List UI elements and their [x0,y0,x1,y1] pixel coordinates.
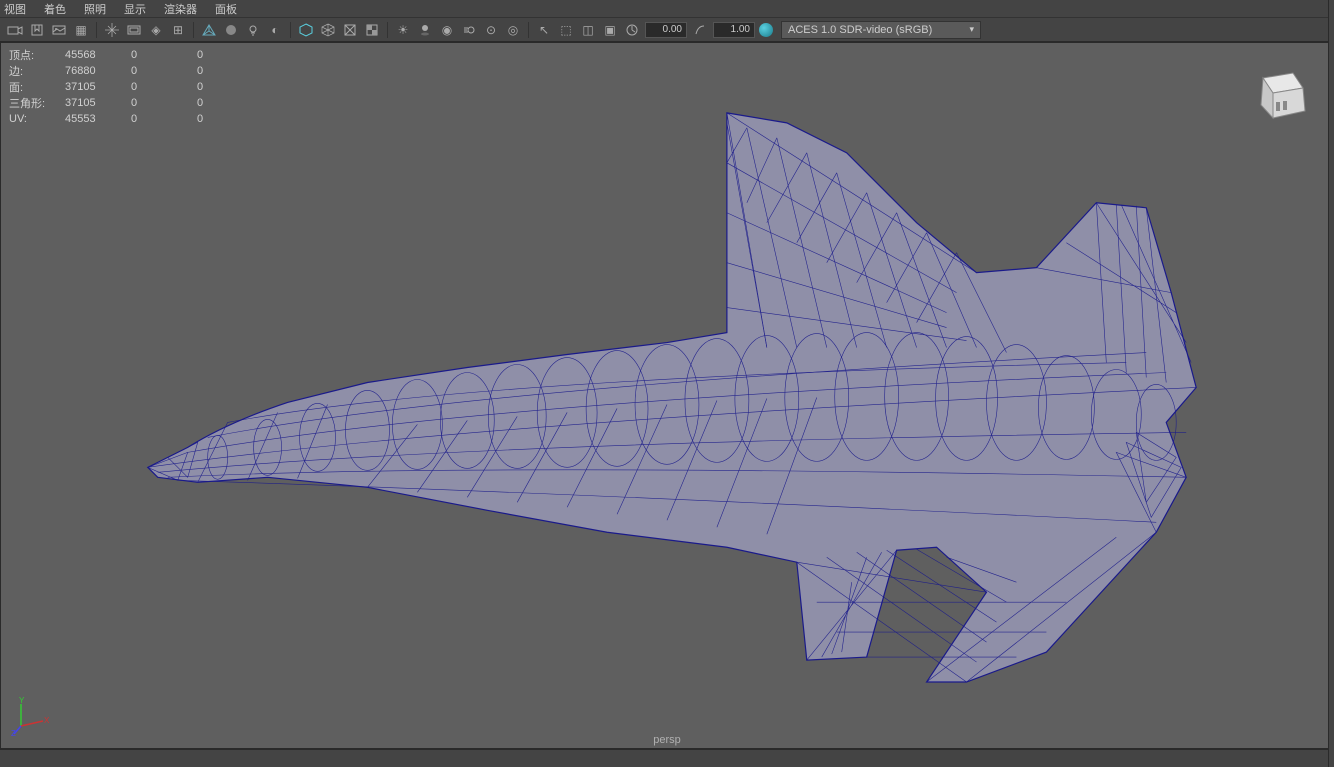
stat-label-faces: 面: [9,79,65,95]
multisample-icon[interactable]: ⊙ [482,21,500,39]
panel-border [1328,0,1334,767]
colorspace-icon[interactable] [759,23,773,37]
gamma-icon[interactable] [691,21,709,39]
display-icon[interactable]: ▣ [601,21,619,39]
stat-faces-3: 0 [197,81,263,93]
camera-name-label: persp [653,734,681,746]
viewport-toolbar: ▦ ◈ ⊞ ◐ ☀ ◉ ⊙ ◎ ↖ ⬚ ◫ ▣ [0,18,1334,42]
grid-icon[interactable] [103,21,121,39]
light-shadow-icon[interactable] [416,21,434,39]
stat-verts-1: 45568 [65,49,131,61]
stat-edges-3: 0 [197,65,263,77]
stat-verts-2: 0 [131,49,197,61]
camera-bookmarks-icon[interactable] [28,21,46,39]
separator [193,22,194,38]
film-gate-icon[interactable] [125,21,143,39]
stat-tris-2: 0 [131,97,197,109]
svg-text:X: X [44,716,50,725]
stat-label-tris: 三角形: [9,95,65,111]
image-plane-icon[interactable] [50,21,68,39]
viewcube-icon[interactable] [1243,63,1313,133]
stat-faces-1: 37105 [65,81,131,93]
motion-blur-icon[interactable] [460,21,478,39]
resolution-gate-icon[interactable]: ⬚ [557,21,575,39]
stat-tris-3: 0 [197,97,263,109]
stat-tris-1: 37105 [65,97,131,109]
viewport-menubar: 视图 着色 照明 显示 渲染器 面板 [0,0,1334,18]
polycount-hud: 顶点: 45568 0 0 边: 76880 0 0 面: 37105 0 0 … [9,47,263,127]
stat-edges-1: 76880 [65,65,131,77]
stat-edges-2: 0 [131,65,197,77]
light-icon[interactable]: ☀ [394,21,412,39]
svg-text:Z: Z [11,729,16,736]
stat-label-uv: UV: [9,113,65,125]
stat-faces-2: 0 [131,81,197,93]
texture-icon[interactable] [363,21,381,39]
separator [290,22,291,38]
chevron-down-icon: ▾ [969,24,974,35]
wireframe-icon[interactable] [200,21,218,39]
menu-renderer[interactable]: 渲染器 [164,1,197,17]
exposure-icon[interactable] [623,21,641,39]
2d-pan-icon[interactable]: ▦ [72,21,90,39]
arrow-icon[interactable]: ↖ [535,21,553,39]
gate-mask-icon[interactable]: ◈ [147,21,165,39]
svg-text:Y: Y [19,696,25,705]
menu-panels[interactable]: 面板 [215,1,237,17]
shadows-icon[interactable]: ◐ [266,21,284,39]
stat-uv-3: 0 [197,113,263,125]
menu-lighting[interactable]: 照明 [84,1,106,17]
dof-icon[interactable]: ◎ [504,21,522,39]
use-lights-icon[interactable] [244,21,262,39]
overscan-icon[interactable]: ◫ [579,21,597,39]
stat-verts-3: 0 [197,49,263,61]
colorspace-label: ACES 1.0 SDR-video (sRGB) [788,24,932,36]
stat-label-verts: 顶点: [9,47,65,63]
separator [528,22,529,38]
isolate-icon[interactable] [297,21,315,39]
xray-icon[interactable] [319,21,337,39]
safe-title-icon[interactable]: ⊞ [169,21,187,39]
axis-gizmo-icon[interactable]: Y X Z [11,696,51,736]
viewport[interactable]: 顶点: 45568 0 0 边: 76880 0 0 面: 37105 0 0 … [0,42,1334,749]
separator [387,22,388,38]
status-bar [0,749,1334,767]
colorspace-dropdown[interactable]: ACES 1.0 SDR-video (sRGB) ▾ [781,21,981,39]
stat-uv-1: 45553 [65,113,131,125]
stat-uv-2: 0 [131,113,197,125]
select-camera-icon[interactable] [6,21,24,39]
menu-view[interactable]: 视图 [4,1,26,17]
xray-joints-icon[interactable] [341,21,359,39]
ao-icon[interactable]: ◉ [438,21,456,39]
model-wireframe [1,43,1333,742]
stat-label-edges: 边: [9,63,65,79]
smooth-shade-icon[interactable] [222,21,240,39]
separator [96,22,97,38]
menu-shading[interactable]: 着色 [44,1,66,17]
gamma-input[interactable] [713,22,755,38]
menu-show[interactable]: 显示 [124,1,146,17]
exposure-input[interactable] [645,22,687,38]
